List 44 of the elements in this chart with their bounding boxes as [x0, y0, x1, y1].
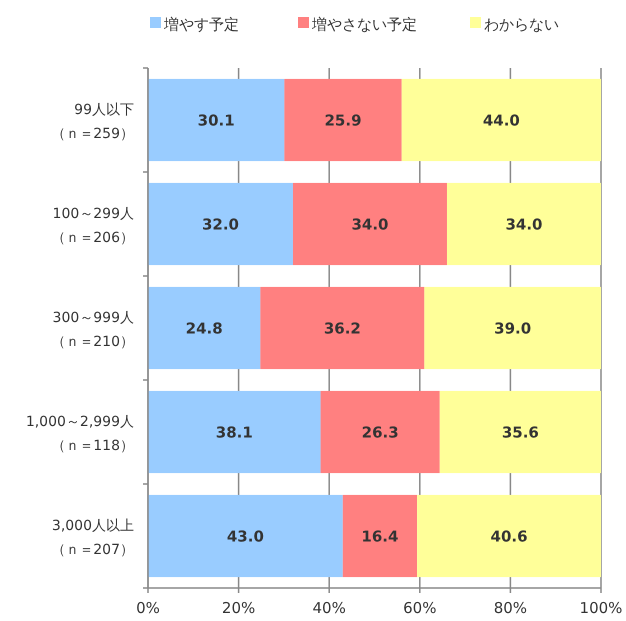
bar	[446, 182, 601, 266]
x-tick-label: 40%	[312, 599, 346, 617]
bar	[424, 286, 601, 370]
data-label: 24.8	[186, 319, 223, 338]
x-tick-label: 0%	[136, 599, 160, 617]
x-tick-label: 100%	[580, 599, 622, 617]
y-tick-label: 300～999人（ｎ＝210）	[51, 310, 134, 350]
legend-label: 増やさない予定	[311, 15, 417, 34]
bar	[320, 390, 440, 474]
data-label: 25.9	[324, 111, 362, 130]
y-tick-label: 1,000～2,999人（ｎ＝118）	[26, 414, 134, 454]
data-label: 44.0	[482, 111, 520, 130]
bar	[148, 182, 293, 266]
bar	[260, 286, 424, 370]
bar	[148, 286, 260, 370]
bar	[148, 390, 321, 474]
data-label: 43.0	[226, 527, 264, 546]
bar	[402, 78, 601, 162]
bar	[148, 78, 284, 162]
data-label: 16.4	[361, 527, 398, 546]
data-label: 36.2	[324, 319, 361, 338]
y-tick-label: 3,000人以上（ｎ＝207）	[51, 518, 134, 558]
bar	[342, 494, 418, 578]
legend-label: 増やす予定	[163, 15, 239, 34]
data-label: 39.0	[494, 319, 532, 338]
y-tick-label: 100～299人（ｎ＝206）	[51, 206, 134, 246]
bar	[440, 390, 601, 474]
x-tick-label: 20%	[222, 599, 256, 617]
data-label: 38.1	[216, 423, 253, 442]
y-tick-label: 99人以下（ｎ＝259）	[51, 102, 134, 142]
data-label: 34.0	[351, 215, 388, 234]
x-tick-label: 60%	[403, 599, 436, 617]
bar	[417, 494, 601, 578]
x-tick-label: 80%	[494, 599, 528, 617]
bar	[292, 182, 447, 266]
bar	[148, 494, 343, 578]
data-label: 34.0	[505, 215, 542, 234]
data-label: 26.3	[362, 423, 399, 442]
data-label: 40.6	[490, 527, 528, 546]
legend-label: わからない	[484, 15, 559, 34]
bar	[284, 78, 402, 162]
data-label: 35.6	[502, 423, 539, 442]
data-label: 30.1	[198, 111, 235, 130]
data-label: 32.0	[202, 215, 239, 234]
